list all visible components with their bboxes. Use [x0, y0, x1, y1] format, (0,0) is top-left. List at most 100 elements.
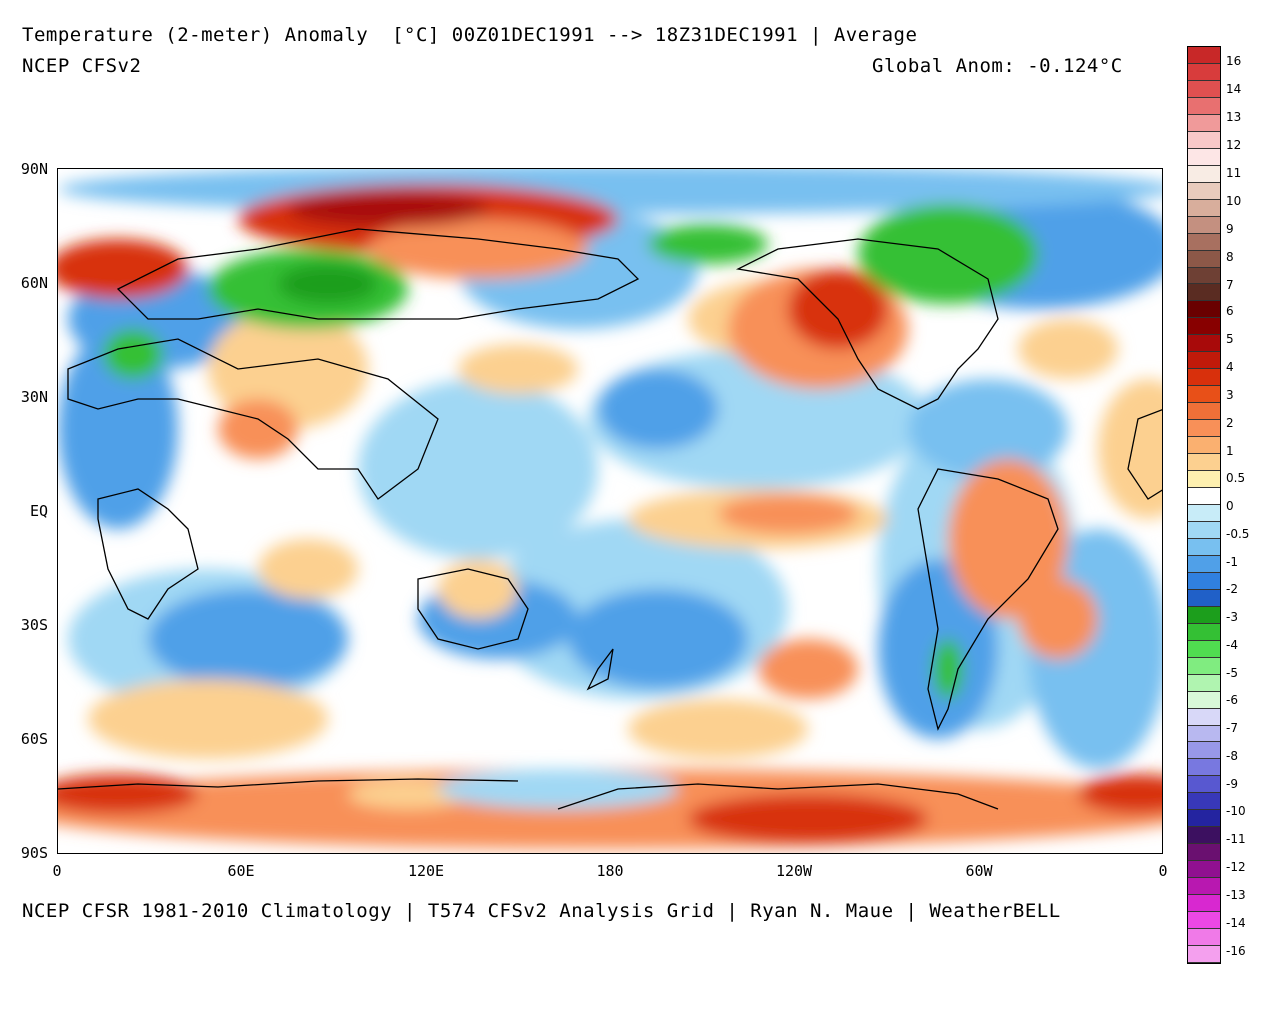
- color-scale-label: 14: [1226, 82, 1242, 96]
- color-scale-label: -1: [1226, 555, 1238, 569]
- color-scale-segment: [1188, 335, 1220, 353]
- anomaly-field: [58, 169, 1162, 853]
- color-scale-label: 16: [1226, 54, 1242, 68]
- color-scale-segment: [1188, 233, 1220, 251]
- global-anomaly: Global Anom: -0.124°C: [872, 55, 1123, 77]
- model-name: NCEP CFSv2: [22, 55, 142, 77]
- color-scale-segment: [1188, 80, 1220, 98]
- color-scale-segment: [1188, 63, 1220, 81]
- lat-label-60n: 60N: [20, 274, 48, 292]
- color-scale-segment: [1188, 759, 1220, 777]
- color-scale-segment: [1188, 97, 1220, 115]
- color-scale-segment: [1188, 420, 1220, 438]
- lat-label-90s: 90S: [20, 844, 48, 862]
- coastlines: [58, 228, 1162, 810]
- color-scale-label: -0.5: [1226, 527, 1250, 541]
- color-scale-segment: [1188, 742, 1220, 760]
- color-scale-segment: [1188, 199, 1220, 217]
- color-scale-segment: [1188, 369, 1220, 387]
- color-scale-segment: [1188, 844, 1220, 862]
- color-scale-segment: [1188, 386, 1220, 404]
- color-scale-segment: [1188, 114, 1220, 132]
- color-scale-bar: [1187, 46, 1221, 964]
- color-scale-label: -10: [1226, 804, 1246, 818]
- lon-label-0-east: 0: [1158, 862, 1168, 880]
- color-scale-segment: [1188, 708, 1220, 726]
- color-scale-segment: [1188, 640, 1220, 658]
- color-scale-label: -7: [1226, 721, 1238, 735]
- color-scale-segment: [1188, 861, 1220, 879]
- color-scale-label: 0.5: [1226, 471, 1246, 485]
- lat-label-90n: 90N: [20, 160, 48, 178]
- lon-label-60e: 60E: [227, 862, 255, 880]
- color-scale-label: -9: [1226, 777, 1238, 791]
- color-scale-segment: [1188, 165, 1220, 183]
- color-scale-label: 4: [1226, 360, 1234, 374]
- color-scale-label: -16: [1226, 944, 1246, 958]
- color-scale-segment: [1188, 437, 1220, 455]
- color-scale-segment: [1188, 657, 1220, 675]
- color-scale-segment: [1188, 793, 1220, 811]
- color-scale-segment: [1188, 691, 1220, 709]
- color-scale-segment: [1188, 725, 1220, 743]
- lat-label-60s: 60S: [20, 730, 48, 748]
- color-scale-segment: [1188, 555, 1220, 573]
- color-scale-segment: [1188, 284, 1220, 302]
- color-scale-segment: [1188, 895, 1220, 913]
- color-scale-label: 7: [1226, 278, 1234, 292]
- color-scale-segment: [1188, 182, 1220, 200]
- color-scale-label: 11: [1226, 166, 1242, 180]
- color-scale-label: -6: [1226, 693, 1238, 707]
- color-scale-label: 2: [1226, 416, 1234, 430]
- color-scale-segment: [1188, 810, 1220, 828]
- color-scale-segment: [1188, 471, 1220, 489]
- color-scale-label: 6: [1226, 304, 1234, 318]
- color-scale-segment: [1188, 878, 1220, 896]
- lat-label-eq: EQ: [29, 502, 48, 520]
- color-scale-segment: [1188, 131, 1220, 149]
- color-scale-label: 8: [1226, 250, 1234, 264]
- color-scale-label: 3: [1226, 388, 1234, 402]
- color-scale-segment: [1188, 352, 1220, 370]
- color-scale-segment: [1188, 623, 1220, 641]
- map-title: Temperature (2-meter) Anomaly [°C] 00Z01…: [22, 24, 918, 46]
- color-scale-segment: [1188, 216, 1220, 234]
- credits-footer: NCEP CFSR 1981-2010 Climatology | T574 C…: [22, 900, 1061, 922]
- color-scale-segment: [1188, 488, 1220, 505]
- lon-label-180: 180: [596, 862, 624, 880]
- color-scale-label: 13: [1226, 110, 1242, 124]
- color-scale-label: -8: [1226, 749, 1238, 763]
- lon-label-0-west: 0: [52, 862, 62, 880]
- color-scale-label: 0: [1226, 499, 1234, 513]
- lat-label-30n: 30N: [20, 388, 48, 406]
- lon-label-120w: 120W: [775, 862, 813, 880]
- color-scale-label: -5: [1226, 666, 1238, 680]
- color-scale-label: -12: [1226, 860, 1246, 874]
- color-scale-segment: [1188, 318, 1220, 336]
- color-scale-label: 5: [1226, 332, 1234, 346]
- color-scale-segment: [1188, 521, 1220, 539]
- color-scale-label: -11: [1226, 832, 1246, 846]
- color-scale-label: 12: [1226, 138, 1242, 152]
- color-scale-label: 1: [1226, 444, 1234, 458]
- color-scale-segment: [1188, 606, 1220, 624]
- color-scale-label: -13: [1226, 888, 1246, 902]
- color-scale-segment: [1188, 47, 1220, 64]
- color-scale-segment: [1188, 148, 1220, 166]
- color-scale-segment: [1188, 267, 1220, 285]
- color-scale-segment: [1188, 827, 1220, 845]
- color-scale-label: -14: [1226, 916, 1246, 930]
- color-scale-label: -2: [1226, 582, 1238, 596]
- color-scale-segment: [1188, 946, 1220, 963]
- color-scale-segment: [1188, 776, 1220, 794]
- color-scale-label: 9: [1226, 222, 1234, 236]
- color-scale-segment: [1188, 538, 1220, 556]
- lat-label-30s: 30S: [20, 616, 48, 634]
- color-scale-segment: [1188, 454, 1220, 472]
- color-scale-segment: [1188, 912, 1220, 930]
- color-scale-segment: [1188, 301, 1220, 319]
- color-scale-segment: [1188, 572, 1220, 590]
- color-scale-label: 10: [1226, 194, 1242, 208]
- lon-label-120e: 120E: [407, 862, 445, 880]
- color-scale-segment: [1188, 589, 1220, 607]
